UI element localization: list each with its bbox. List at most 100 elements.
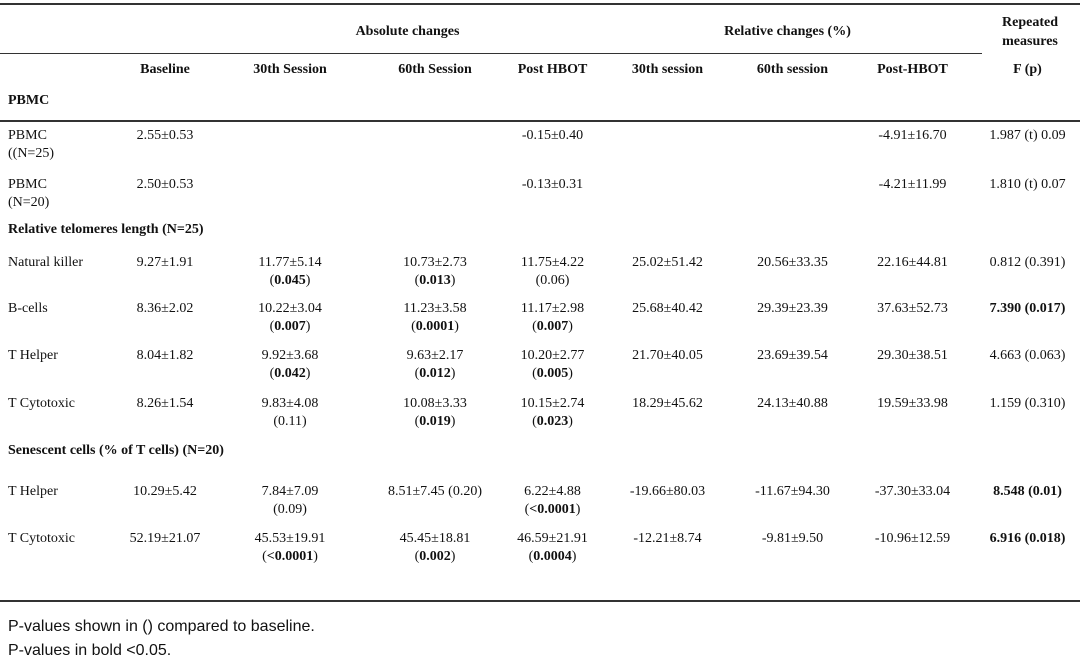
- row-label: Natural killer: [8, 255, 84, 270]
- table-cell: 19.59±33.98: [850, 395, 975, 431]
- cell-value: 10.20±2.77: [520, 348, 585, 363]
- cell-value: 1.987 (t) 0.09: [989, 128, 1066, 143]
- table-cell: [365, 176, 505, 212]
- cell-value: 22.16±44.81: [877, 255, 948, 270]
- column-header: Post-HBOT: [877, 62, 948, 77]
- table-cell: 2.55±0.53: [115, 127, 215, 163]
- p-value: 0.012: [419, 366, 451, 381]
- table-cell: 10.08±3.33 (0.019): [403, 396, 467, 429]
- table-cell: 8.26±1.54: [115, 395, 215, 431]
- p-value: 0.042: [274, 366, 306, 381]
- table-cell: 25.68±40.42: [600, 300, 735, 336]
- cell-value: 19.59±33.98: [877, 396, 948, 411]
- table-cell: -37.30±33.04: [850, 483, 975, 519]
- p-value: 0.005: [536, 366, 569, 381]
- row-label: PBMC ((N=25): [8, 128, 54, 161]
- cell-value: 8.36±2.02: [136, 301, 194, 316]
- section-title: PBMC: [8, 93, 50, 108]
- cell-value: 29.39±23.39: [757, 301, 828, 316]
- table-cell: 10.22±3.04 (0.007): [258, 301, 322, 334]
- cell-value: 10.29±5.42: [133, 484, 197, 499]
- cell-value: -12.21±8.74: [633, 531, 702, 546]
- cell-value: 1.810 (t) 0.07: [989, 177, 1066, 192]
- table-cell: 37.63±52.73: [850, 300, 975, 336]
- table-cell: -4.91±16.70: [850, 127, 975, 163]
- cell-value: -0.13±0.31: [521, 177, 584, 192]
- cell-value: 8.548 (0.01): [993, 484, 1062, 499]
- table-cell: 11.77±5.14 (0.045): [258, 255, 322, 288]
- cell-value: 23.69±39.54: [757, 348, 828, 363]
- cell-value: 11.77±5.14: [258, 255, 322, 270]
- table-cell: 1.987 (t) 0.09: [975, 127, 1080, 163]
- cell-value: 10.08±3.33: [403, 396, 467, 411]
- table-cell: 23.69±39.54: [735, 347, 850, 383]
- column-header: 60th session: [756, 62, 829, 77]
- cell-value: 0.812 (0.391): [989, 255, 1066, 270]
- cell-value: 11.23±3.58: [403, 301, 467, 316]
- cell-value: 9.63±2.17: [406, 348, 464, 363]
- p-value: 0.11: [278, 414, 302, 429]
- cell-value: 25.02±51.42: [632, 255, 703, 270]
- cell-value: 8.26±1.54: [136, 396, 194, 411]
- cell-value: 6.22±4.88: [524, 484, 581, 499]
- p-value: 0.019: [419, 414, 451, 429]
- cell-value: 24.13±40.88: [757, 396, 828, 411]
- row-label: T Cytotoxic: [8, 531, 76, 546]
- cell-value: -10.96±12.59: [874, 531, 951, 546]
- cell-value: 2.55±0.53: [136, 128, 194, 143]
- table-cell: 8.51±7.45 (0.20): [365, 483, 505, 519]
- table-cell: 10.29±5.42: [115, 483, 215, 519]
- p-value: 0.045: [274, 273, 306, 288]
- table-cell: [600, 176, 735, 212]
- column-header: 30th session: [631, 62, 704, 77]
- table-cell: 7.84±7.09 (0.09): [261, 484, 319, 517]
- table-cell: [365, 127, 505, 163]
- cell-value: 4.663 (0.063): [989, 348, 1066, 363]
- table-cell: 24.13±40.88: [735, 395, 850, 431]
- cell-value: 11.75±4.22: [520, 255, 585, 270]
- cell-value: 20.56±33.35: [757, 255, 828, 270]
- column-header: 30th Session: [253, 62, 327, 77]
- table-cell: 46.59±21.91 (0.0004): [517, 531, 588, 564]
- table-cell: 45.53±19.91 (<0.0001): [254, 531, 326, 564]
- row-label: B-cells: [8, 301, 48, 316]
- table-cell: [600, 127, 735, 163]
- table-cell: 25.02±51.42: [600, 254, 735, 290]
- table-cell: -11.67±94.30: [735, 483, 850, 519]
- row-label: T Helper: [8, 348, 58, 363]
- table-cell: [735, 127, 850, 163]
- table-cell: -0.15±0.40: [505, 127, 600, 163]
- column-header: [0, 61, 115, 79]
- cell-value: -11.67±94.30: [755, 484, 830, 499]
- cell-value: 45.53±19.91: [254, 531, 326, 546]
- table-cell: 11.17±2.98 (0.007): [520, 301, 585, 334]
- cell-value: 8.51±7.45 (0.20): [387, 484, 482, 499]
- cell-value: 7.390 (0.017): [989, 301, 1066, 316]
- cell-value: 10.73±2.73: [403, 255, 467, 270]
- cell-value: 18.29±45.62: [632, 396, 703, 411]
- cell-value: -9.81±9.50: [761, 531, 824, 546]
- table-cell: 11.75±4.22 (0.06): [520, 255, 585, 288]
- cell-value: -4.91±16.70: [878, 128, 947, 143]
- table-cell: 22.16±44.81: [850, 254, 975, 290]
- table-cell: 10.15±2.74 (0.023): [520, 396, 585, 429]
- footnote-2: P-values in bold <0.05.: [8, 642, 172, 659]
- column-header: 60th Session: [398, 62, 472, 77]
- column-header: Baseline: [140, 62, 190, 77]
- cell-value: 29.30±38.51: [877, 348, 948, 363]
- table-row: T Cytotoxic 8.26±1.54 9.83±4.08 (0.11) 10.08…: [0, 395, 1080, 431]
- table-cell: 45.45±18.81 (0.002): [399, 531, 471, 564]
- cell-value: 21.70±40.05: [632, 348, 703, 363]
- table-row: T Cytotoxic 52.19±21.07 45.53±19.91 (<0.000…: [0, 530, 1080, 566]
- row-label: PBMC (N=20): [8, 177, 50, 210]
- p-value: 0.09: [277, 502, 303, 517]
- table-cell: 8.04±1.82: [115, 347, 215, 383]
- cell-value: 9.27±1.91: [136, 255, 194, 270]
- table-cell: 1.159 (0.310): [975, 395, 1080, 431]
- table-row: PBMC ((N=25) 2.55±0.53 -0.15±0.40 -4.91±16.…: [0, 127, 1080, 163]
- table-cell: 10.20±2.77 (0.005): [520, 348, 585, 381]
- table-cell: 9.27±1.91: [115, 254, 215, 290]
- table-cell: -19.66±80.03: [600, 483, 735, 519]
- cell-value: 25.68±40.42: [632, 301, 703, 316]
- table-cell: -0.13±0.31: [505, 176, 600, 212]
